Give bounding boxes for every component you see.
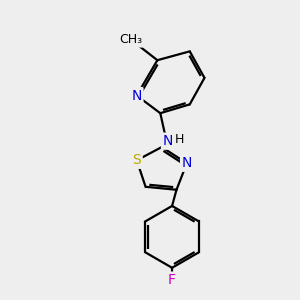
Text: CH₃: CH₃ — [119, 33, 142, 46]
Text: N: N — [163, 134, 173, 148]
Text: S: S — [132, 153, 141, 167]
Text: N: N — [132, 88, 142, 103]
Text: N: N — [182, 156, 192, 170]
Text: F: F — [168, 273, 176, 287]
Text: H: H — [175, 133, 184, 146]
